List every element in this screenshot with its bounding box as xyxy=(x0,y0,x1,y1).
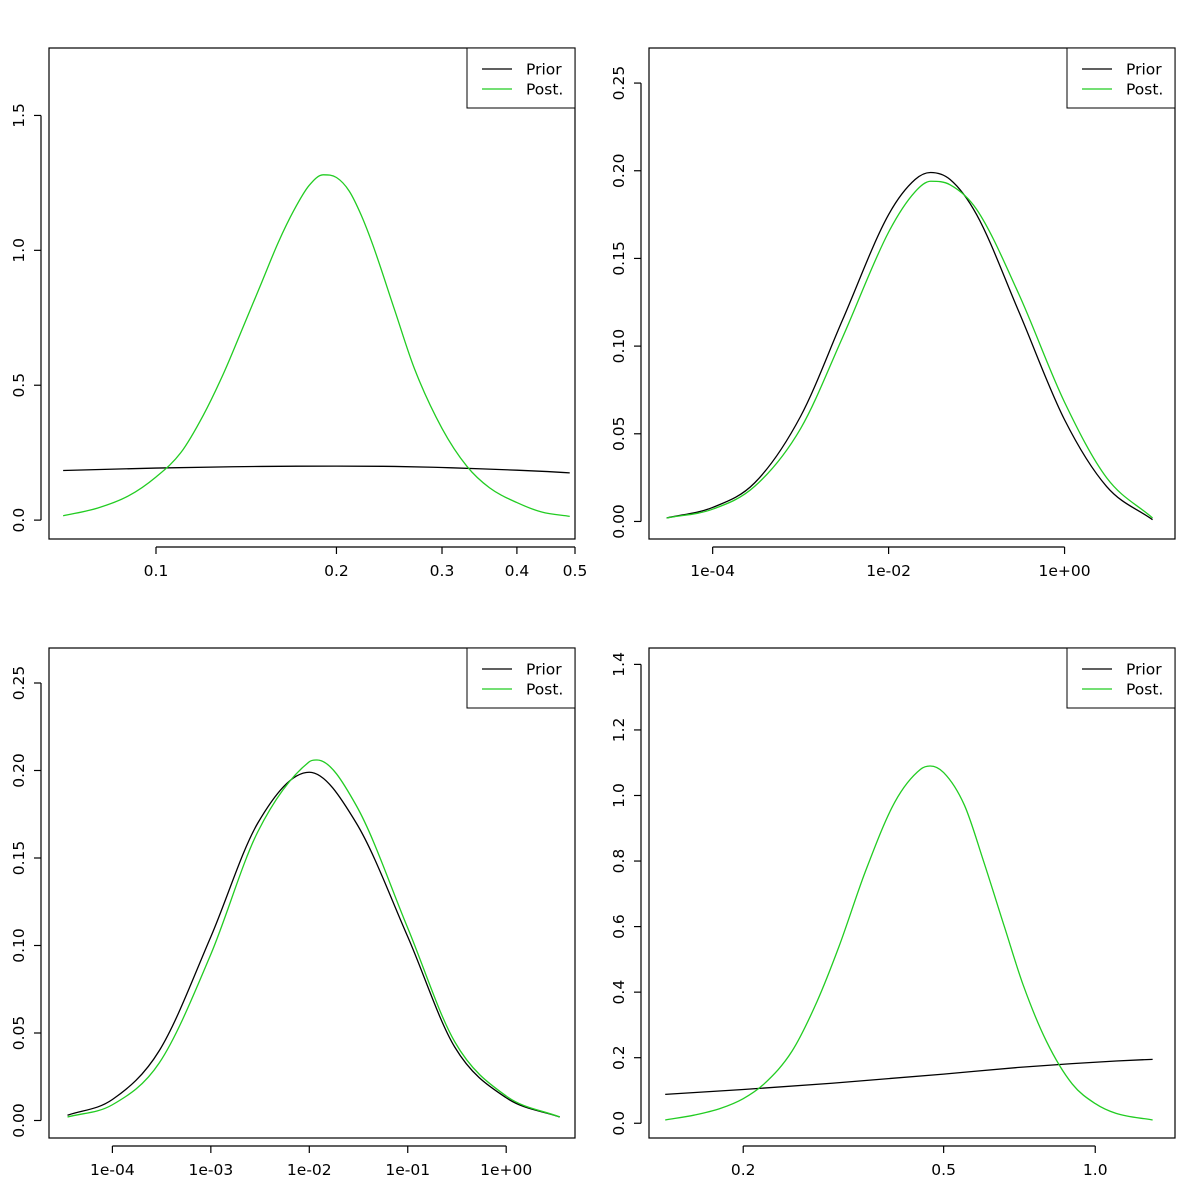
x-axis: 0.2 0.5 1.0 xyxy=(731,1145,1108,1179)
y-tick-label: 0.10 xyxy=(10,928,28,963)
panel-top-left: 0.1 0.2 0.3 0.4 0.5 0.0 0.5 1.0 1.5 Prior Post. xyxy=(10,47,588,580)
posterior-curve xyxy=(62,174,570,517)
prior-curve xyxy=(67,771,560,1118)
x-tick-label: 1e-04 xyxy=(90,1161,135,1179)
y-tick-label: 0.15 xyxy=(610,241,628,276)
y-tick-label: 1.4 xyxy=(610,652,628,677)
plot-frame xyxy=(648,47,1176,540)
legend-box xyxy=(466,47,576,109)
panel-bottom-right: 0.2 0.5 1.0 0.0 0.2 0.4 0.6 0.8 1.0 1.2 1.4 Prior Po… xyxy=(610,647,1176,1179)
y-axis: 0.00 0.05 0.10 0.15 0.20 0.25 xyxy=(10,666,42,1138)
x-tick-label: 0.2 xyxy=(324,562,349,580)
plot-frame xyxy=(48,47,576,540)
x-tick-label: 1e-02 xyxy=(866,562,911,580)
posterior-curve xyxy=(67,759,560,1118)
y-tick-label: 0.25 xyxy=(610,66,628,101)
y-axis: 0.0 0.5 1.0 1.5 xyxy=(10,103,42,533)
x-tick-label: 1e-02 xyxy=(287,1161,332,1179)
prior-curve xyxy=(665,1058,1153,1096)
x-tick-label: 1e+00 xyxy=(1039,562,1091,580)
legend: Prior Post. xyxy=(1066,647,1176,709)
y-tick-label: 0.0 xyxy=(10,508,28,533)
y-axis: 0.00 0.05 0.10 0.15 0.20 0.25 xyxy=(610,66,642,539)
legend: Prior Post. xyxy=(1066,47,1176,109)
panel-top-right: 1e-04 1e-02 1e+00 0.00 0.05 0.10 0.15 0.20 0.25 P… xyxy=(610,47,1176,580)
legend-label: Prior xyxy=(1126,661,1162,679)
y-tick-label: 0.0 xyxy=(610,1111,628,1136)
legend-label: Post. xyxy=(526,681,563,699)
prior-curve xyxy=(666,171,1153,521)
x-tick-label: 1e-01 xyxy=(385,1161,430,1179)
legend: Prior Post. xyxy=(466,647,576,709)
x-axis: 1e-04 1e-03 1e-02 1e-01 1e+00 xyxy=(90,1145,532,1179)
prior-curve xyxy=(63,465,570,474)
plot-frame xyxy=(48,647,576,1139)
legend-box xyxy=(466,647,576,709)
y-tick-label: 0.20 xyxy=(10,753,28,788)
legend: Prior Post. xyxy=(466,47,576,109)
y-tick-label: 0.6 xyxy=(610,914,628,939)
x-tick-label: 1e-03 xyxy=(188,1161,233,1179)
y-tick-label: 0.05 xyxy=(610,417,628,452)
x-tick-label: 0.3 xyxy=(430,562,455,580)
y-tick-label: 0.05 xyxy=(10,1016,28,1051)
y-tick-label: 0.00 xyxy=(610,504,628,539)
y-tick-label: 0.20 xyxy=(610,153,628,188)
y-tick-label: 0.25 xyxy=(10,666,28,701)
legend-label: Post. xyxy=(1126,681,1163,699)
y-tick-label: 0.10 xyxy=(610,329,628,364)
x-tick-label: 0.4 xyxy=(505,562,530,580)
x-axis: 0.1 0.2 0.3 0.4 0.5 xyxy=(144,546,588,580)
x-tick-label: 0.2 xyxy=(731,1161,756,1179)
y-tick-label: 0.4 xyxy=(610,980,628,1005)
posterior-curve xyxy=(665,765,1153,1121)
x-tick-label: 0.5 xyxy=(931,1161,956,1179)
y-tick-label: 0.00 xyxy=(10,1103,28,1138)
y-tick-label: 0.15 xyxy=(10,841,28,876)
y-tick-label: 1.5 xyxy=(10,103,28,128)
y-tick-label: 1.0 xyxy=(610,783,628,808)
legend-box xyxy=(1066,47,1176,109)
y-tick-label: 1.0 xyxy=(10,238,28,263)
x-axis: 1e-04 1e-02 1e+00 xyxy=(690,546,1091,580)
posterior-curve xyxy=(666,180,1153,519)
y-tick-label: 1.2 xyxy=(610,718,628,743)
legend-label: Post. xyxy=(1126,81,1163,99)
legend-box xyxy=(1066,647,1176,709)
x-tick-label: 1.0 xyxy=(1083,1161,1108,1179)
plot-frame xyxy=(648,647,1176,1139)
legend-label: Prior xyxy=(526,61,562,79)
x-tick-label: 0.1 xyxy=(144,562,169,580)
y-axis: 0.0 0.2 0.4 0.6 0.8 1.0 1.2 1.4 xyxy=(610,652,642,1136)
legend-label: Prior xyxy=(526,661,562,679)
legend-label: Prior xyxy=(1126,61,1162,79)
x-tick-label: 1e-04 xyxy=(690,562,735,580)
x-tick-label: 1e+00 xyxy=(480,1161,532,1179)
legend-label: Post. xyxy=(526,81,563,99)
panel-bottom-left: 1e-04 1e-03 1e-02 1e-01 1e+00 0.00 0.05 0.10 0.1… xyxy=(10,647,576,1179)
y-tick-label: 0.5 xyxy=(10,373,28,398)
y-tick-label: 0.2 xyxy=(610,1045,628,1070)
y-tick-label: 0.8 xyxy=(610,849,628,874)
x-tick-label: 0.5 xyxy=(563,562,588,580)
